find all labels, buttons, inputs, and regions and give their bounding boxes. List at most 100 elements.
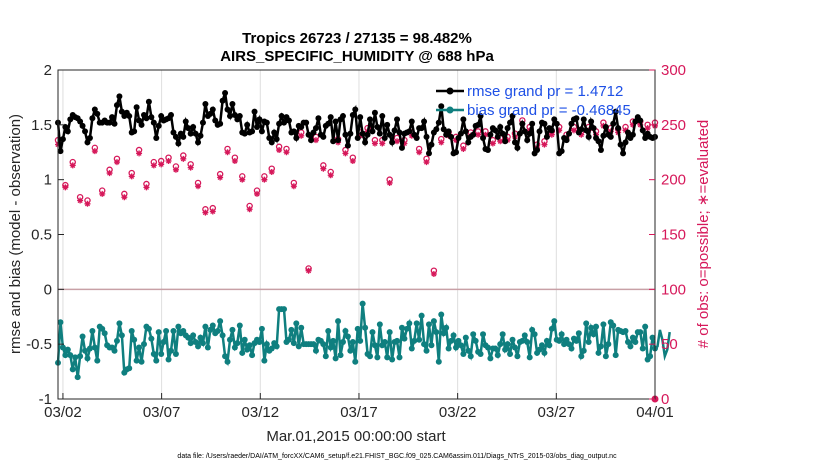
bias-point	[138, 358, 145, 365]
bias-point	[443, 324, 450, 331]
rmse-point	[578, 126, 585, 133]
obs-evaluated-point	[209, 208, 216, 215]
bias-point	[293, 320, 300, 327]
rmse-point	[588, 118, 595, 125]
obs-evaluated-point	[261, 176, 268, 183]
bias-point	[244, 346, 251, 353]
bias-point	[428, 342, 435, 349]
rmse-point	[187, 130, 194, 137]
bias-point	[566, 341, 573, 348]
rmse-point	[445, 128, 452, 135]
bias-point	[204, 344, 211, 351]
bias-point	[462, 334, 469, 341]
bias-point	[529, 326, 536, 333]
rmse-point	[113, 102, 120, 109]
rmse-point	[536, 128, 543, 135]
bias-point	[199, 340, 206, 347]
rmse-point	[315, 115, 322, 122]
bias-point	[246, 342, 253, 349]
rmse-point	[448, 133, 455, 140]
obs-evaluated-point	[195, 183, 202, 190]
obs-evaluated-point	[453, 137, 459, 144]
rmse-point	[371, 109, 378, 116]
rmse-point	[362, 139, 369, 146]
obs-evaluated-point	[349, 158, 356, 165]
bias-point	[86, 345, 93, 352]
rmse-point	[558, 148, 565, 155]
bias-point	[548, 325, 555, 332]
rmse-point	[566, 130, 573, 137]
rmse-point	[224, 106, 231, 113]
obs-evaluated-point	[121, 194, 128, 201]
obs-evaluated-point	[283, 149, 290, 156]
rmse-point	[59, 136, 66, 143]
y-tick-left-label: -1	[39, 391, 52, 408]
rmse-point	[339, 113, 346, 120]
obs-evaluated-point	[629, 121, 636, 128]
bias-point	[438, 311, 445, 318]
rmse-point	[492, 127, 499, 134]
bias-point	[187, 340, 194, 347]
obs-evaluated-point	[482, 131, 489, 138]
bias-point	[470, 331, 477, 338]
rmse-point	[273, 136, 280, 143]
bias-point	[637, 329, 644, 336]
bias-point	[202, 323, 209, 330]
obs-evaluated-point	[379, 140, 386, 147]
obs-evaluated-point	[357, 132, 364, 139]
bias-point	[241, 336, 248, 343]
rmse-point	[222, 90, 229, 97]
rmse-point	[344, 142, 351, 149]
rmse-point	[199, 119, 206, 126]
rmse-point	[67, 116, 74, 123]
x-tick-label: 03/12	[242, 404, 280, 421]
bias-point	[281, 306, 288, 313]
rmse-point	[502, 138, 509, 145]
rmse-point	[433, 126, 440, 133]
rmse-point	[497, 124, 504, 131]
obs-evaluated-point	[276, 147, 283, 154]
bias-point	[256, 338, 263, 345]
bias-point	[234, 340, 241, 347]
bias-point	[136, 344, 143, 351]
rmse-point	[82, 128, 89, 135]
bias-point	[190, 332, 197, 339]
obs-evaluated-point	[180, 155, 187, 162]
rmse-point	[197, 132, 204, 139]
bias-point	[229, 326, 236, 333]
bias-point	[487, 355, 494, 362]
obs-evaluated-point	[320, 165, 327, 172]
bias-point	[224, 358, 231, 365]
bias-point	[480, 331, 487, 338]
bias-point	[285, 336, 292, 343]
rmse-point	[153, 134, 160, 141]
obs-evaluated-point	[430, 270, 437, 277]
bias-point	[57, 319, 64, 326]
rmse-point	[568, 120, 575, 127]
bias-point	[561, 341, 568, 348]
rmse-point	[298, 124, 305, 131]
obs-evaluated-point	[165, 158, 172, 165]
bias-point	[158, 351, 165, 358]
bias-point	[511, 344, 518, 351]
rmse-point	[150, 119, 157, 126]
rmse-point	[308, 137, 315, 144]
rmse-point	[516, 130, 523, 137]
bias-point	[320, 341, 327, 348]
rmse-point	[281, 119, 288, 126]
y-tick-right-label: 50	[661, 336, 678, 353]
bias-point	[236, 322, 243, 329]
rmse-point	[529, 120, 536, 127]
rmse-point	[453, 149, 459, 156]
rmse-point	[583, 127, 590, 134]
bias-point	[155, 329, 162, 336]
bias-point	[217, 318, 224, 325]
bias-point	[624, 338, 631, 345]
bias-point	[504, 341, 511, 348]
bias-point	[335, 318, 342, 325]
bias-point	[593, 323, 600, 330]
y-tick-left-label: 0.5	[31, 227, 52, 244]
rmse-point	[438, 103, 445, 110]
bias-point	[290, 340, 297, 347]
rmse-point	[347, 130, 354, 137]
